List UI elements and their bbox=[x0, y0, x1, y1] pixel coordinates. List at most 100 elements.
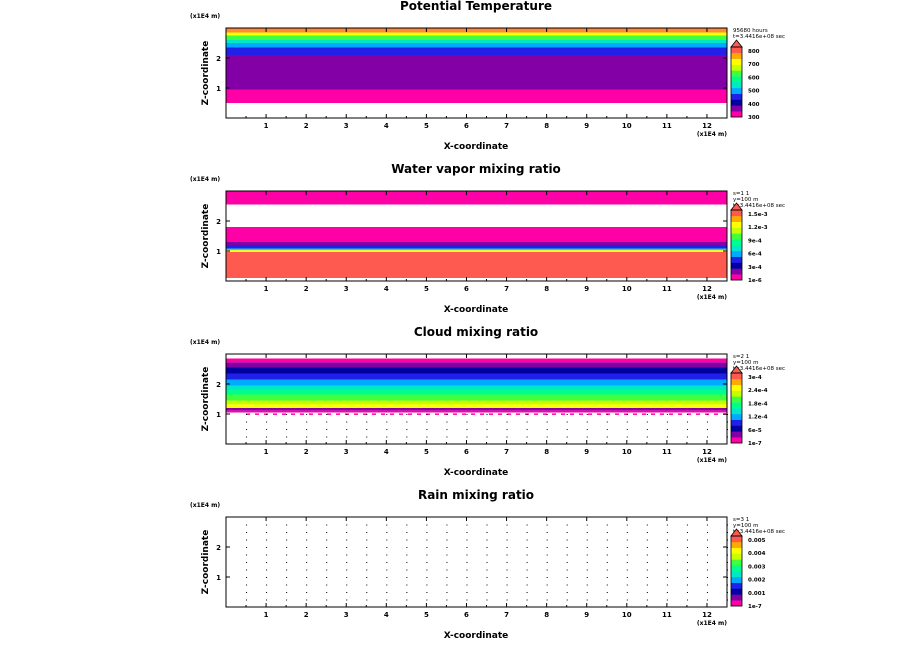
colorbar-frame bbox=[730, 372, 743, 444]
colorbar-segment bbox=[731, 536, 742, 543]
grid-dot bbox=[486, 562, 488, 563]
x-tick-label: 3 bbox=[344, 448, 349, 456]
grid-dot bbox=[666, 592, 668, 593]
grid-dot bbox=[506, 569, 508, 571]
grid-dot bbox=[366, 584, 368, 586]
colorbar-label: 1e-7 bbox=[748, 604, 762, 610]
cloud-base-speck bbox=[498, 413, 502, 415]
grid-dot bbox=[506, 414, 508, 415]
grid-dot bbox=[566, 421, 568, 423]
colorbar-segment bbox=[731, 215, 742, 222]
grid-dot bbox=[606, 436, 608, 438]
panel-title: Water vapor mixing ratio bbox=[391, 162, 561, 176]
grid-dot bbox=[526, 584, 528, 586]
cloud-base-speck bbox=[606, 413, 610, 415]
grid-dot bbox=[626, 524, 628, 526]
colorbar-segment bbox=[731, 58, 742, 65]
colorbar-label: 2.4e-4 bbox=[748, 388, 768, 394]
colorbar-label: 0.004 bbox=[748, 551, 766, 557]
grid-dot bbox=[646, 562, 648, 563]
grid-dot bbox=[286, 599, 288, 601]
grid-dot bbox=[326, 569, 328, 571]
grid-dot bbox=[246, 429, 248, 430]
grid-dot bbox=[526, 429, 528, 430]
grid-dot bbox=[386, 524, 388, 526]
grid-dot bbox=[466, 532, 468, 533]
contour-band bbox=[226, 404, 727, 408]
grid-dot bbox=[406, 414, 408, 415]
colorbar-segment bbox=[731, 576, 742, 583]
colorbar-segment bbox=[731, 70, 742, 77]
x-unit-label: (x1E4 m) bbox=[697, 294, 727, 301]
x-tick-label: 1 bbox=[264, 122, 269, 130]
grid-dot bbox=[586, 524, 588, 526]
cloud-base-speck bbox=[273, 413, 277, 415]
x-tick-label: 3 bbox=[344, 611, 349, 619]
grid-dot bbox=[666, 421, 668, 423]
grid-dot bbox=[526, 421, 528, 423]
grid-dot bbox=[706, 429, 708, 430]
grid-dot bbox=[266, 577, 268, 578]
z-axis-label: Z-coordinate bbox=[201, 204, 211, 269]
z-tick-label: 2 bbox=[216, 55, 221, 63]
grid-dot bbox=[566, 539, 568, 541]
x-tick-label: 12 bbox=[702, 122, 712, 130]
x-tick-label: 11 bbox=[662, 122, 672, 130]
grid-dot bbox=[646, 592, 648, 593]
info-text: t=3.4416e+08 sec bbox=[733, 34, 785, 40]
grid-dot bbox=[606, 421, 608, 423]
grid-dot bbox=[386, 436, 388, 438]
grid-dot bbox=[566, 414, 568, 415]
colorbar-segment bbox=[731, 52, 742, 59]
cloud-base-speck bbox=[516, 413, 520, 415]
grid-dot bbox=[606, 524, 608, 526]
grid-dot bbox=[326, 592, 328, 593]
grid-dot bbox=[566, 592, 568, 593]
grid-dot bbox=[586, 599, 588, 601]
colorbar-label: 600 bbox=[748, 75, 760, 81]
x-tick-label: 10 bbox=[622, 122, 632, 130]
panel-1: Potential Temperature(x1E4 m)1 2 3 4 5 6 7 8 9 10… bbox=[190, 0, 785, 152]
x-tick-label: 9 bbox=[584, 611, 589, 619]
z-tick-label: 1 bbox=[216, 248, 221, 256]
info-text: t=3.4416e+08 sec bbox=[733, 366, 785, 372]
cloud-base-speck bbox=[372, 413, 376, 415]
grid-dot bbox=[546, 569, 548, 571]
contour-band bbox=[226, 43, 727, 48]
colorbar-segment bbox=[731, 76, 742, 83]
info-text: s=2 1 bbox=[733, 354, 749, 360]
colorbar-segment bbox=[731, 431, 742, 438]
grid-dot bbox=[706, 577, 708, 578]
x-axis-label: X-coordinate bbox=[444, 468, 509, 478]
colorbar-label: 1.2e-4 bbox=[748, 415, 768, 421]
grid-dot bbox=[586, 562, 588, 563]
x-tick-label: 5 bbox=[424, 285, 429, 293]
grid-dot bbox=[286, 532, 288, 533]
grid-dot bbox=[666, 577, 668, 578]
grid-dot bbox=[326, 532, 328, 533]
grid-dot bbox=[646, 577, 648, 578]
grid-dot bbox=[626, 599, 628, 601]
grid-dot bbox=[606, 592, 608, 593]
grid-dot bbox=[426, 539, 428, 541]
grid-dot bbox=[606, 554, 608, 556]
grid-dot bbox=[446, 577, 448, 578]
x-tick-label: 6 bbox=[464, 611, 469, 619]
grid-dot bbox=[446, 539, 448, 541]
grid-dot bbox=[686, 524, 688, 526]
grid-dot bbox=[546, 577, 548, 578]
grid-dot bbox=[506, 532, 508, 533]
grid-dot bbox=[646, 569, 648, 571]
cloud-base-speck bbox=[597, 413, 601, 415]
x-tick-label: 2 bbox=[304, 122, 309, 130]
grid-dot bbox=[486, 539, 488, 541]
grid-dot bbox=[246, 584, 248, 586]
grid-dot bbox=[306, 414, 308, 415]
cloud-base-speck bbox=[381, 413, 385, 415]
grid-dot bbox=[586, 547, 588, 548]
grid-dot bbox=[366, 436, 368, 438]
z-tick-label: 2 bbox=[216, 381, 221, 389]
grid-dot bbox=[566, 584, 568, 586]
cloud-base-speck bbox=[309, 413, 313, 415]
grid-dot bbox=[426, 584, 428, 586]
